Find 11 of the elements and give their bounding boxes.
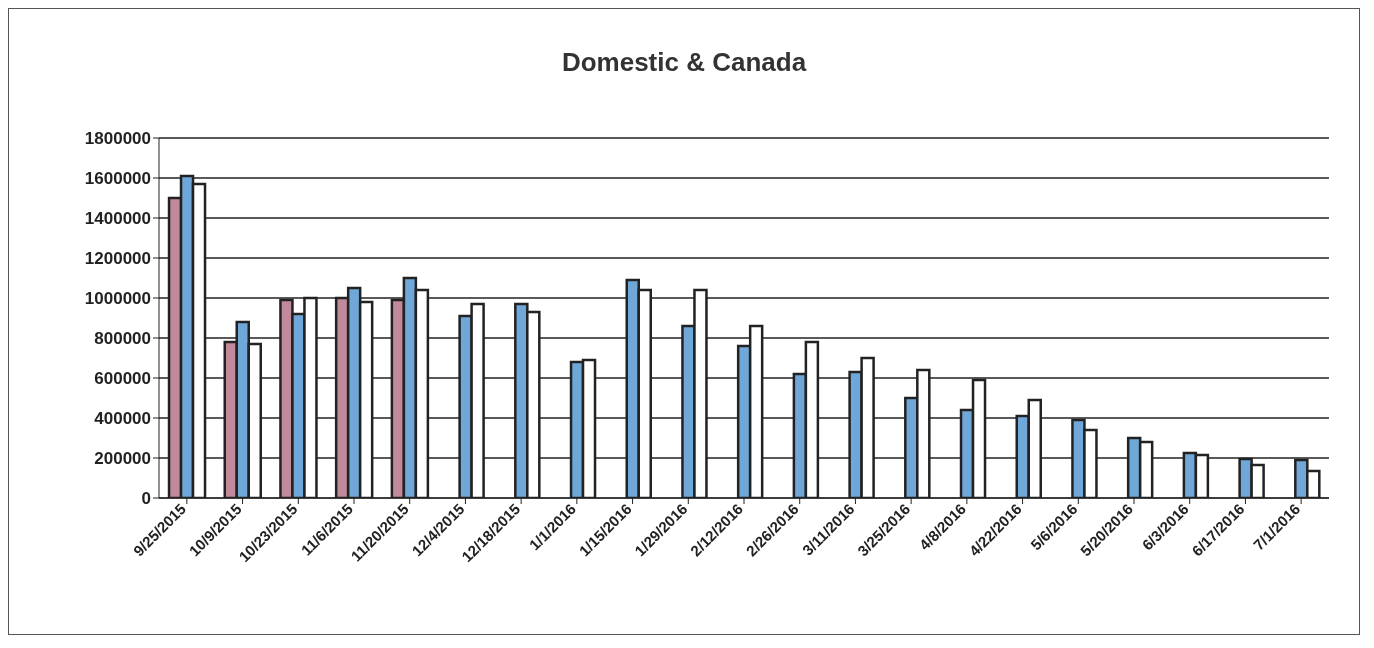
y-tick-label: 1800000 — [84, 129, 151, 149]
y-tick-label: 1000000 — [84, 289, 151, 309]
y-tick-label: 1200000 — [84, 249, 151, 269]
y-tick-label: 600000 — [94, 369, 151, 389]
y-tick-label: 200000 — [94, 449, 151, 469]
y-tick-label: 0 — [141, 489, 151, 509]
y-tick-label: 400000 — [94, 409, 151, 429]
y-tick-label: 800000 — [94, 329, 151, 349]
chart-title: Domestic & Canada — [560, 47, 808, 78]
y-tick-label: 1600000 — [84, 169, 151, 189]
y-tick-label: 1400000 — [84, 209, 151, 229]
